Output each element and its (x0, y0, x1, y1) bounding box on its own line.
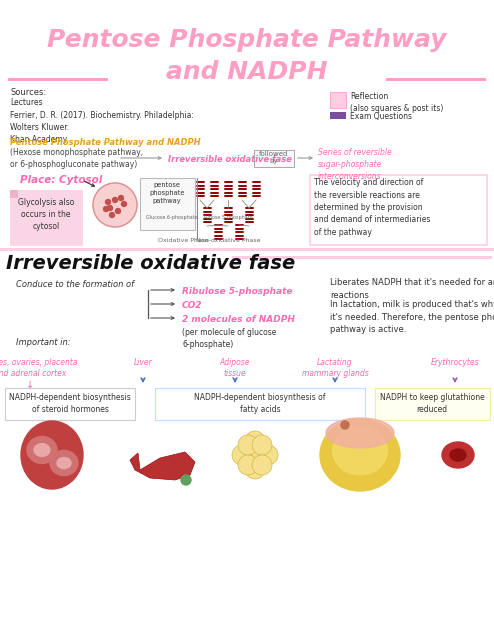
Ellipse shape (57, 458, 71, 468)
Circle shape (106, 200, 111, 205)
FancyBboxPatch shape (386, 78, 486, 81)
Text: Non-oxidative Phase: Non-oxidative Phase (196, 238, 260, 243)
Text: Pentose Phosphate Pathway: Pentose Phosphate Pathway (47, 28, 447, 52)
Text: Ribulose 5-phosphate: Ribulose 5-phosphate (182, 287, 292, 296)
Circle shape (122, 202, 126, 207)
Circle shape (258, 445, 278, 465)
Ellipse shape (50, 451, 78, 476)
Text: Place: Cytosol: Place: Cytosol (20, 175, 102, 185)
Text: 2 molecules of NADPH: 2 molecules of NADPH (182, 315, 295, 324)
FancyBboxPatch shape (254, 150, 294, 167)
Ellipse shape (34, 444, 50, 456)
Text: Liver: Liver (133, 358, 152, 367)
Text: (per molecule of glucose
6-phosphate): (per molecule of glucose 6-phosphate) (182, 328, 276, 349)
Circle shape (104, 207, 109, 211)
Text: NADPH-dependent biosynthesis of
fatty acids: NADPH-dependent biosynthesis of fatty ac… (194, 393, 326, 414)
Text: followed
by: followed by (259, 151, 288, 164)
Ellipse shape (21, 421, 83, 489)
Text: ↓: ↓ (26, 380, 34, 390)
Circle shape (245, 459, 265, 479)
Text: CO2: CO2 (182, 301, 203, 310)
Text: NADPH-dependent biosynthesis
of steroid hormones: NADPH-dependent biosynthesis of steroid … (9, 393, 131, 414)
Text: Lactating
mammary glands: Lactating mammary glands (302, 358, 369, 378)
FancyBboxPatch shape (10, 190, 18, 198)
Text: and NADPH: and NADPH (166, 60, 328, 84)
Ellipse shape (27, 436, 57, 463)
FancyBboxPatch shape (310, 175, 487, 245)
Text: Glucose 6-phosphate: Glucose 6-phosphate (146, 215, 198, 220)
Text: Pentose Phosphate Pathway and NADPH: Pentose Phosphate Pathway and NADPH (10, 138, 201, 147)
Text: Reflection
(also squares & post its): Reflection (also squares & post its) (350, 92, 444, 113)
Circle shape (113, 198, 118, 202)
Circle shape (110, 212, 115, 218)
Circle shape (245, 431, 265, 451)
Text: Glycolysis also
occurs in the
cytosol: Glycolysis also occurs in the cytosol (18, 198, 74, 230)
Circle shape (245, 445, 265, 465)
Text: NADPH to keep glutathione
reduced: NADPH to keep glutathione reduced (379, 393, 485, 414)
Text: Oxidative Phase: Oxidative Phase (158, 238, 208, 243)
Ellipse shape (442, 442, 474, 468)
Polygon shape (130, 452, 195, 480)
FancyBboxPatch shape (140, 178, 195, 230)
FancyBboxPatch shape (0, 248, 494, 251)
Text: The velocity and direction of
the reversible reactions are
determined by the pro: The velocity and direction of the revers… (314, 178, 430, 237)
Text: pentose
phosphate
pathway: pentose phosphate pathway (149, 182, 185, 204)
Circle shape (341, 421, 349, 429)
Circle shape (93, 183, 137, 227)
Text: In lactation, milk is produced that's why NADPH
it's needed. Therefore, the pent: In lactation, milk is produced that's wh… (330, 300, 494, 334)
FancyBboxPatch shape (330, 112, 346, 119)
Circle shape (238, 455, 258, 475)
FancyBboxPatch shape (155, 388, 365, 420)
Ellipse shape (326, 418, 394, 448)
Circle shape (238, 435, 258, 455)
Ellipse shape (332, 425, 387, 475)
Text: Irreversible oxidative fase: Irreversible oxidative fase (168, 155, 292, 164)
Text: Series of reversible
sugar-phosphate
interconversions: Series of reversible sugar-phosphate int… (318, 148, 392, 180)
FancyBboxPatch shape (8, 78, 108, 81)
Text: Liberates NADPH that it's needed for anabolism
reactions: Liberates NADPH that it's needed for ana… (330, 278, 494, 300)
Text: Sources:: Sources: (10, 88, 46, 97)
Text: Adipose
tissue: Adipose tissue (220, 358, 250, 378)
Ellipse shape (320, 419, 400, 491)
Ellipse shape (450, 449, 466, 461)
Text: (Hexose monophosphate pathway,
or 6-phosphogluconate pathway): (Hexose monophosphate pathway, or 6-phos… (10, 148, 143, 169)
Circle shape (181, 475, 191, 485)
Circle shape (232, 445, 252, 465)
FancyBboxPatch shape (330, 92, 346, 108)
Circle shape (116, 209, 121, 214)
Text: Lectures
Ferrier, D. R. (2017). Biochemistry. Philadelphia:
Wolters Kluwer.
Khan: Lectures Ferrier, D. R. (2017). Biochemi… (10, 98, 194, 145)
Text: Conduce to the formation of: Conduce to the formation of (16, 280, 134, 289)
FancyBboxPatch shape (5, 388, 135, 420)
Text: Irreversible oxidative fase: Irreversible oxidative fase (6, 254, 295, 273)
Text: Important in:: Important in: (16, 338, 71, 347)
Text: Exam Questions: Exam Questions (350, 112, 412, 121)
Circle shape (119, 195, 124, 200)
Circle shape (252, 455, 272, 475)
Text: Erythrocytes: Erythrocytes (431, 358, 479, 367)
Circle shape (108, 205, 113, 211)
Text: Testes, ovaries, placenta
and adrenal cortex: Testes, ovaries, placenta and adrenal co… (0, 358, 77, 378)
FancyBboxPatch shape (10, 190, 82, 245)
Circle shape (252, 435, 272, 455)
FancyBboxPatch shape (375, 388, 490, 420)
FancyBboxPatch shape (232, 256, 492, 259)
Text: Ribose 5-phosphate: Ribose 5-phosphate (204, 215, 252, 220)
